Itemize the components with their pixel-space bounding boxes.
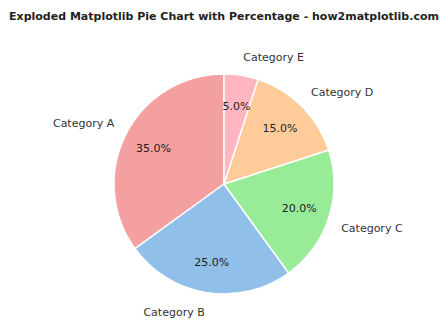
category-label: Category D bbox=[311, 86, 373, 99]
percent-label: 35.0% bbox=[136, 142, 171, 155]
percent-label: 20.0% bbox=[282, 202, 317, 215]
category-label: Category C bbox=[341, 222, 403, 235]
percent-label: 5.0% bbox=[222, 100, 250, 113]
category-label: Category E bbox=[243, 51, 304, 64]
chart-title: Exploded Matplotlib Pie Chart with Perce… bbox=[9, 10, 439, 23]
percent-label: 25.0% bbox=[194, 256, 229, 269]
percent-label: 15.0% bbox=[263, 122, 298, 135]
category-label: Category B bbox=[143, 306, 204, 319]
pie-slice bbox=[224, 74, 258, 184]
category-label: Category A bbox=[53, 117, 115, 130]
chart-svg: Exploded Matplotlib Pie Chart with Perce… bbox=[0, 0, 448, 336]
pie-group: Category A Category B Category C Category D… bbox=[53, 51, 403, 318]
